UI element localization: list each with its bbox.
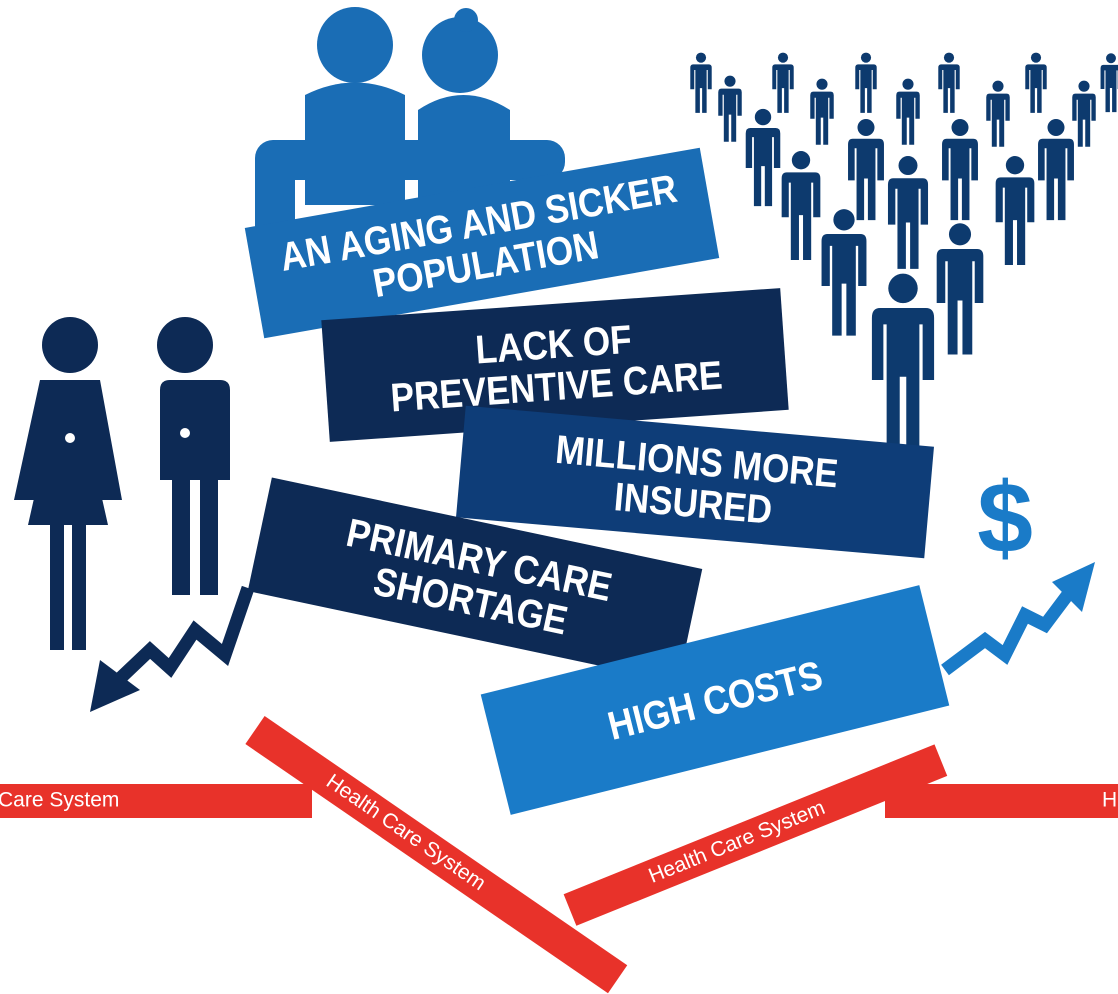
bar-label: Care System: [0, 789, 119, 812]
dollar-icon: $: [977, 462, 1033, 574]
bar: [885, 784, 1118, 818]
up-arrow-line: [945, 585, 1075, 670]
infographic: $ Care System Health Care System Health …: [0, 0, 1118, 994]
bar-label: H: [1102, 789, 1117, 812]
down-arrow-line: [110, 588, 248, 688]
bar-label: Health Care System: [645, 796, 828, 888]
bar-label: Health Care System: [322, 770, 490, 895]
doctors-icon: [14, 317, 230, 650]
